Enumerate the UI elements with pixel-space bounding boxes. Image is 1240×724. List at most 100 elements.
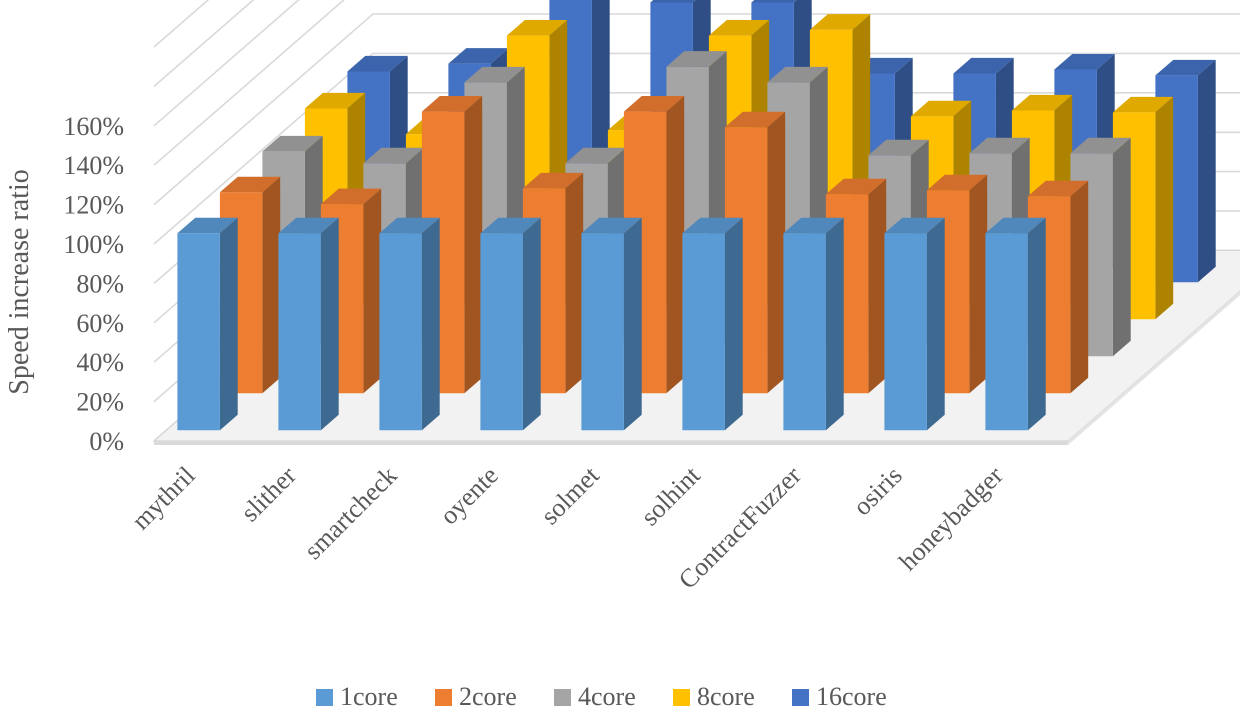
bar-top [1155, 59, 1216, 76]
bar-top [278, 217, 339, 234]
legend-label: 16core [816, 682, 887, 711]
bar-top [421, 96, 483, 112]
bar-top [347, 55, 408, 72]
y-tick-label: 140% [63, 151, 124, 180]
legend-swatch [316, 689, 333, 706]
bar-top [884, 217, 945, 234]
bar-front [177, 233, 220, 431]
legend-item-1core: 1core [316, 682, 398, 711]
bar-1core-oyente [480, 217, 541, 431]
legend-label: 1core [340, 682, 398, 711]
floor-edge [1068, 291, 1240, 445]
bar-top [623, 96, 685, 112]
bar-top [767, 66, 828, 83]
y-axis-title: Speed increase ratio [4, 169, 35, 394]
legend-label: 2core [459, 682, 517, 711]
bar-top [724, 111, 786, 128]
bar-top [177, 217, 238, 234]
bar-side [363, 188, 382, 394]
legend-item-4core: 4core [554, 682, 636, 711]
category-label: smartcheck [299, 461, 403, 565]
bar-side [1197, 59, 1216, 283]
bar-side [320, 217, 339, 431]
bar-top [1027, 180, 1089, 197]
legend-label: 8core [697, 682, 755, 711]
bar-front [783, 233, 826, 431]
bar-side [666, 96, 685, 394]
bar-side [421, 217, 440, 431]
bar-1core-solhint [682, 217, 743, 431]
bar-side [868, 178, 887, 394]
y-tick-label: 40% [76, 348, 124, 377]
legend: 1core 2core 4core 8core 16core [316, 682, 887, 711]
bar-1core-ContractFuzzer [783, 217, 844, 431]
bar-front [884, 233, 927, 431]
bar-top [868, 139, 929, 156]
bar-top [363, 147, 424, 164]
bar-side [926, 217, 945, 431]
bar-front [581, 233, 624, 431]
bar-top [448, 48, 509, 64]
bar-1core-honeybadger [985, 217, 1046, 431]
bar-side [565, 172, 584, 394]
legend-swatch [792, 689, 809, 706]
bar-side [219, 217, 238, 431]
bar-side [724, 217, 743, 431]
category-label: osiris [847, 461, 907, 521]
bar-front [985, 233, 1028, 431]
category-label: honeybadger [893, 460, 1009, 576]
bar-side [767, 111, 786, 394]
bar-top [581, 217, 642, 234]
bar-top [910, 100, 972, 117]
bar-top [506, 20, 568, 36]
bar-top [565, 147, 626, 164]
legend-swatch [554, 689, 571, 706]
floor-edge [154, 441, 1069, 445]
bar-side [464, 96, 483, 394]
bar-1core-mythril [177, 217, 238, 431]
bar-1core-osiris [884, 217, 945, 431]
bar-top [480, 217, 541, 234]
legend-item-16core: 16core [792, 682, 887, 711]
bar-top [1112, 96, 1174, 113]
legend-item-2core: 2core [435, 682, 517, 711]
bar-top [219, 176, 281, 193]
bar-top [682, 217, 743, 234]
bar-front [480, 233, 523, 431]
gridline [153, 13, 1240, 206]
bar-side [1027, 217, 1046, 431]
bar-top [783, 217, 844, 234]
y-tick-labels: 0% 20% 40% 60% 80% 100% 120% 140% 160% [63, 112, 124, 456]
gridline [153, 0, 345, 166]
category-label: oyente [434, 461, 504, 531]
legend-swatch [673, 689, 690, 706]
category-label: mythril [126, 461, 201, 536]
bar-side [969, 174, 988, 394]
bar-front [379, 233, 422, 431]
bar-1core-slither [278, 217, 339, 431]
bar-top [985, 217, 1046, 234]
y-tick-label: 100% [63, 230, 124, 259]
bar-1core-smartcheck [379, 217, 440, 431]
y-tick-label: 160% [63, 112, 124, 141]
gridline [153, 52, 1240, 245]
y-tick-label: 0% [89, 427, 124, 456]
bar-top [262, 135, 323, 152]
bar-top [304, 92, 366, 109]
y-tick-label: 80% [76, 269, 124, 298]
bar-top [953, 57, 1014, 74]
bar-top [809, 14, 871, 30]
category-label: solmet [535, 460, 605, 530]
bar-side [262, 176, 281, 394]
y-tick-label: 120% [63, 191, 124, 220]
bar-top [1070, 137, 1131, 154]
bar-top [926, 174, 988, 191]
bar-1core-solmet [581, 217, 642, 431]
legend-label: 4core [578, 682, 636, 711]
bar-top [825, 178, 887, 195]
bar-side [522, 217, 541, 431]
bar-top [379, 217, 440, 234]
bar-front [278, 233, 321, 431]
